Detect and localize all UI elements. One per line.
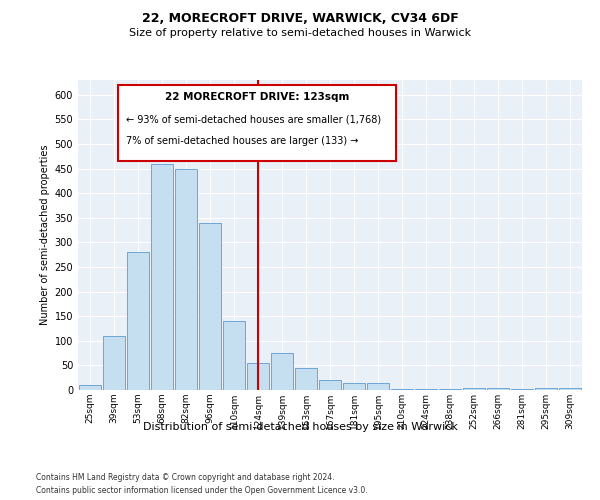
Text: Contains public sector information licensed under the Open Government Licence v3: Contains public sector information licen… xyxy=(36,486,368,495)
Bar xyxy=(367,382,389,390)
Bar xyxy=(319,380,341,390)
Text: ← 93% of semi-detached houses are smaller (1,768): ← 93% of semi-detached houses are smalle… xyxy=(126,114,381,124)
Bar xyxy=(247,363,269,390)
Bar xyxy=(559,388,581,390)
Bar xyxy=(175,168,197,390)
FancyBboxPatch shape xyxy=(118,84,395,160)
Bar xyxy=(439,388,461,390)
Text: 22, MORECROFT DRIVE, WARWICK, CV34 6DF: 22, MORECROFT DRIVE, WARWICK, CV34 6DF xyxy=(142,12,458,26)
Bar xyxy=(343,382,365,390)
Bar xyxy=(79,385,101,390)
Bar xyxy=(127,252,149,390)
Bar xyxy=(535,388,557,390)
Text: 22 MORECROFT DRIVE: 123sqm: 22 MORECROFT DRIVE: 123sqm xyxy=(165,92,349,102)
Text: Distribution of semi-detached houses by size in Warwick: Distribution of semi-detached houses by … xyxy=(143,422,457,432)
Bar xyxy=(463,388,485,390)
Bar xyxy=(511,388,533,390)
Bar xyxy=(103,336,125,390)
Bar xyxy=(271,353,293,390)
Bar xyxy=(223,321,245,390)
Bar xyxy=(199,222,221,390)
Bar xyxy=(295,368,317,390)
Bar xyxy=(415,388,437,390)
Text: Contains HM Land Registry data © Crown copyright and database right 2024.: Contains HM Land Registry data © Crown c… xyxy=(36,472,335,482)
Text: Size of property relative to semi-detached houses in Warwick: Size of property relative to semi-detach… xyxy=(129,28,471,38)
Bar xyxy=(151,164,173,390)
Text: 7% of semi-detached houses are larger (133) →: 7% of semi-detached houses are larger (1… xyxy=(126,136,358,146)
Bar xyxy=(391,388,413,390)
Y-axis label: Number of semi-detached properties: Number of semi-detached properties xyxy=(40,145,50,325)
Bar xyxy=(487,388,509,390)
